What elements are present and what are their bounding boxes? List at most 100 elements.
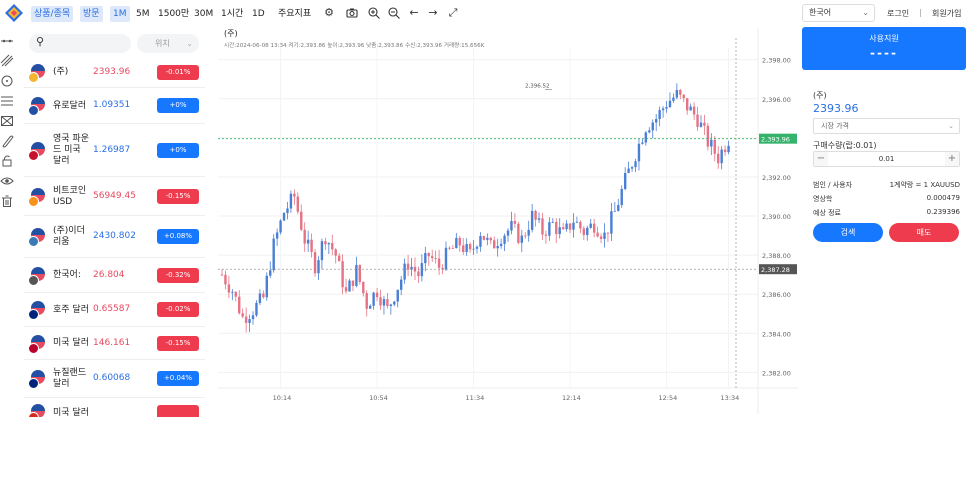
zoom-in-icon[interactable]	[367, 6, 381, 20]
candle-body	[565, 223, 568, 230]
language-select[interactable]: 한국어 ⌄	[802, 4, 875, 22]
multi-line-icon[interactable]	[0, 54, 14, 68]
magnet-icon[interactable]	[0, 134, 14, 148]
gear-icon[interactable]: ⚙	[324, 6, 334, 19]
margin-key: 영상학	[813, 195, 833, 203]
x-tick-label: 10:14	[273, 394, 292, 402]
candle-body	[654, 119, 658, 123]
list-item[interactable]: 뉴질랜드 달러 0.60068 +0.04%	[24, 360, 205, 398]
candle-body	[300, 211, 303, 230]
candle-body	[620, 189, 623, 206]
sell-button[interactable]: 매도	[889, 223, 959, 242]
logo-icon	[5, 4, 23, 22]
buy-button[interactable]: 검색	[813, 223, 883, 242]
circle-icon[interactable]	[0, 74, 14, 88]
arrow-right-icon[interactable]: →	[428, 6, 438, 19]
candle-body	[644, 132, 648, 143]
asset-icon	[28, 195, 39, 207]
chart-canvas[interactable]: 2,398.002,396.002,394.002,392.002,390.00…	[218, 28, 798, 414]
tab-indicators[interactable]: 주요지표	[278, 9, 312, 19]
candle-body	[337, 255, 341, 262]
candle-body	[524, 235, 527, 237]
tab-1h[interactable]: 1시간	[221, 9, 244, 19]
sort-select[interactable]: 위치 ⌄	[137, 34, 199, 53]
order-type-select[interactable]: 시장 가격 ⌄	[813, 118, 960, 134]
candle-body	[393, 301, 396, 305]
asset-icon	[28, 149, 39, 161]
list-item[interactable]: (주)이더리움 2430.802 +0.08%	[24, 216, 205, 258]
login-link[interactable]: 로그인	[887, 9, 910, 18]
candle-body	[458, 237, 461, 246]
list-item[interactable]: 미국 달러 146.161 -0.15%	[24, 327, 205, 360]
change-badge: -0.02%	[157, 302, 199, 317]
tab-15m[interactable]: 1500만	[158, 9, 190, 19]
signup-link[interactable]: 회원가입	[932, 9, 962, 18]
order-symbol: (주)	[813, 91, 827, 100]
quantity-label: 구매수량(랍:0.01)	[813, 141, 877, 150]
tab-visit[interactable]: 방문	[80, 6, 103, 22]
quantity-minus-button[interactable]: −	[814, 152, 828, 166]
lock-icon[interactable]	[0, 154, 14, 168]
eye-icon[interactable]	[0, 174, 14, 188]
candle-body	[603, 232, 606, 239]
camera-icon[interactable]	[345, 6, 359, 20]
list-item[interactable]: 미국 달러	[24, 398, 205, 417]
list-item[interactable]: 유로달러 1.09351 +0%	[24, 88, 205, 124]
zoom-out-icon[interactable]	[387, 6, 401, 20]
candle-body	[710, 139, 713, 147]
candle-body	[689, 106, 692, 111]
candle-body	[658, 110, 661, 120]
expand-icon[interactable]: ⤢	[448, 6, 458, 19]
candle-body	[672, 97, 675, 101]
candle-body	[641, 142, 644, 144]
list-item[interactable]: 한국어: 26.804 -0.32%	[24, 258, 205, 293]
tab-5m[interactable]: 5M	[136, 9, 150, 19]
candle-body	[462, 245, 465, 253]
asset-icon	[28, 105, 39, 116]
trend-line-icon[interactable]	[0, 34, 14, 48]
asset-icon	[28, 342, 39, 354]
change-badge	[157, 405, 199, 417]
list-item[interactable]: 비트코인 USD 56949.45 -0.15%	[24, 177, 205, 216]
tab-1d[interactable]: 1D	[252, 9, 265, 19]
candle-body	[282, 213, 286, 221]
tab-30m[interactable]: 30M	[194, 9, 214, 19]
candle-body	[527, 229, 530, 236]
search-input[interactable]: ⚲	[29, 34, 131, 53]
candle-body	[506, 230, 510, 236]
list-item[interactable]: 호주 달러 0.65587 -0.02%	[24, 293, 205, 327]
watchlist: (주) 2393.96 -0.01% 유로달러 1.09351 +0% 영국 파운드 미국 …	[24, 57, 205, 417]
asset-icon	[28, 236, 39, 247]
candle-body	[420, 263, 424, 277]
envelope-icon[interactable]	[0, 114, 14, 128]
candle-body	[362, 281, 365, 294]
quantity-plus-button[interactable]: +	[945, 152, 959, 166]
candle-body	[431, 256, 434, 259]
arrow-left-icon[interactable]: ←	[409, 6, 419, 19]
tab-products[interactable]: 상품/종목	[31, 6, 74, 22]
asset-icon	[28, 378, 39, 389]
symbol-price: 2393.96	[93, 66, 131, 77]
price-chart[interactable]: 2,398.002,396.002,394.002,392.002,390.00…	[218, 28, 798, 414]
y-tick-label: 2,392.00	[762, 174, 791, 182]
fee-row: 예상 정료 0.239396	[813, 208, 960, 218]
sort-label: 위치	[155, 39, 170, 48]
candle-body	[696, 114, 699, 127]
horizontal-lines-icon[interactable]	[0, 94, 14, 108]
symbol-price: 2430.802	[93, 231, 136, 241]
list-item[interactable]: 영국 파운드 미국 달러 1.26987 +0%	[24, 124, 205, 177]
auth-separator: |	[919, 8, 922, 17]
quantity-field[interactable]: 0.01	[878, 155, 895, 163]
candle-body	[682, 94, 685, 99]
candle-body	[231, 291, 234, 293]
fee-key: 예상 정료	[813, 209, 841, 217]
tab-1m[interactable]: 1M	[110, 6, 130, 22]
candle-body	[486, 237, 489, 240]
trash-icon[interactable]	[0, 194, 14, 208]
candle-body	[703, 122, 706, 126]
x-tick-label: 13:34	[721, 394, 740, 402]
candle-body	[627, 168, 630, 173]
candle-body	[389, 304, 393, 307]
y-tick-label: 2,388.00	[762, 252, 791, 260]
list-item[interactable]: (주) 2393.96 -0.01%	[24, 57, 205, 88]
